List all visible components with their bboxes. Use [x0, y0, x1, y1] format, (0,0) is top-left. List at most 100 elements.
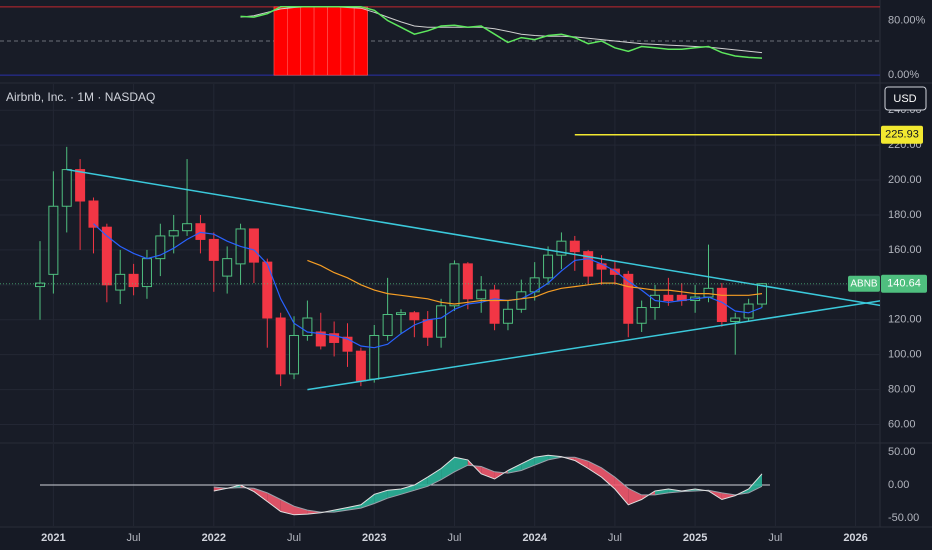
- main-pane: [0, 84, 880, 442]
- oscillator-fill: [614, 477, 629, 505]
- oscillator-fill: [521, 457, 535, 471]
- level-tag: [881, 125, 923, 144]
- candle-body: [342, 336, 353, 352]
- candle-body: [168, 230, 179, 237]
- symbol-label: ABNB: [850, 278, 878, 289]
- candle-body: [502, 308, 513, 324]
- candle-body: [583, 251, 594, 277]
- candle-body: [355, 350, 366, 382]
- x-tick-label: 2025: [683, 532, 707, 544]
- candle-body: [275, 317, 286, 375]
- oscillator-fill: [601, 467, 615, 489]
- candle-body: [75, 169, 86, 202]
- candle-body: [222, 258, 233, 277]
- candle-body: [382, 314, 393, 336]
- currency-label[interactable]: USD: [893, 93, 916, 105]
- y-tick-label: 0.00: [888, 479, 909, 491]
- x-tick-label: 2022: [202, 532, 226, 544]
- x-tick-label: Jul: [127, 532, 141, 544]
- candle-body: [596, 263, 607, 270]
- candle-body: [636, 307, 647, 324]
- candle-body: [302, 317, 313, 336]
- trendline: [307, 300, 880, 391]
- candle-body: [422, 319, 433, 338]
- highlight-bar: [327, 6, 342, 76]
- candle-body: [449, 263, 460, 307]
- y-tick-label: 120.00: [888, 314, 922, 326]
- x-tick-label: 2024: [522, 532, 547, 544]
- y-tick-label: 60.00: [888, 418, 916, 430]
- main-pane-layer: [0, 84, 880, 442]
- candle-body: [155, 235, 166, 260]
- highlight-bar: [313, 6, 328, 76]
- candle-body: [195, 223, 206, 240]
- candle-body: [462, 263, 473, 300]
- candle-body: [262, 261, 273, 319]
- fast-line: [213, 454, 763, 516]
- x-tick-label: Jul: [608, 532, 622, 544]
- oscillator-fill: [253, 488, 268, 502]
- candle-body: [543, 254, 554, 279]
- y-tick-label: 200.00: [888, 174, 922, 186]
- candle-body: [61, 169, 72, 207]
- highlight-bar: [300, 6, 315, 76]
- candle-body: [329, 333, 340, 343]
- candle-body: [436, 305, 447, 338]
- candle-body: [248, 228, 259, 263]
- oscillator-fill: [427, 468, 442, 487]
- x-tick-label: 2021: [41, 532, 65, 544]
- y-tick-label: 180.00: [888, 209, 922, 221]
- top-pane-layer: [0, 6, 880, 76]
- price-tag: [881, 274, 927, 293]
- signal-line: [240, 6, 763, 59]
- y-tick-label: 0.00%: [888, 69, 919, 81]
- candle-body: [128, 273, 139, 288]
- candle-body: [476, 289, 487, 300]
- y-tick-label: 100.00: [888, 349, 922, 361]
- candle-body: [730, 317, 741, 323]
- oscillator-fill: [574, 457, 589, 469]
- candle-body: [609, 268, 620, 275]
- candle-body: [569, 240, 580, 253]
- oscillator-fill: [481, 466, 495, 479]
- x-tick-label: Jul: [768, 532, 782, 544]
- oscillator-fill: [387, 489, 401, 499]
- candle-body: [115, 273, 126, 291]
- price-label: 140.64: [887, 278, 921, 290]
- y-tick-label: 50.00: [888, 446, 916, 458]
- y-tick-label: 80.00%: [888, 14, 926, 26]
- candle-body: [35, 282, 45, 288]
- slow-line: [213, 456, 763, 513]
- candle-body: [182, 223, 193, 232]
- moving-average: [307, 259, 763, 305]
- candle-body: [703, 287, 714, 298]
- x-tick-label: Jul: [447, 532, 461, 544]
- candle-body: [48, 205, 59, 275]
- candle-body: [141, 258, 152, 288]
- oscillator-fill: [401, 485, 415, 495]
- candle-body: [516, 291, 527, 310]
- oscillator-fill: [588, 461, 602, 478]
- bottom-pane-layer: [40, 444, 857, 526]
- highlight-bar: [273, 6, 288, 76]
- currency-button[interactable]: [884, 86, 927, 111]
- top-pane: [0, 0, 880, 82]
- oscillator-fill: [534, 455, 549, 466]
- candle-body: [409, 312, 420, 321]
- oscillator-fill: [347, 504, 361, 511]
- x-tick-label: 2026: [843, 532, 867, 544]
- candle-body: [101, 226, 112, 286]
- oscillator-fill: [280, 499, 294, 515]
- x-tick-label: 2023: [362, 532, 386, 544]
- candle-body: [289, 334, 300, 375]
- candle-body: [315, 331, 326, 347]
- trendline: [66, 168, 880, 307]
- oscillator-fill: [267, 492, 281, 512]
- axis-layer: 60.0080.00100.00120.00140.00160.00180.00…: [41, 14, 927, 544]
- moving-average: [93, 223, 763, 349]
- symbol-tag: [848, 275, 880, 292]
- candle-body: [369, 334, 380, 380]
- chart-title: Airbnb, Inc. · 1M · NASDAQ: [6, 90, 155, 104]
